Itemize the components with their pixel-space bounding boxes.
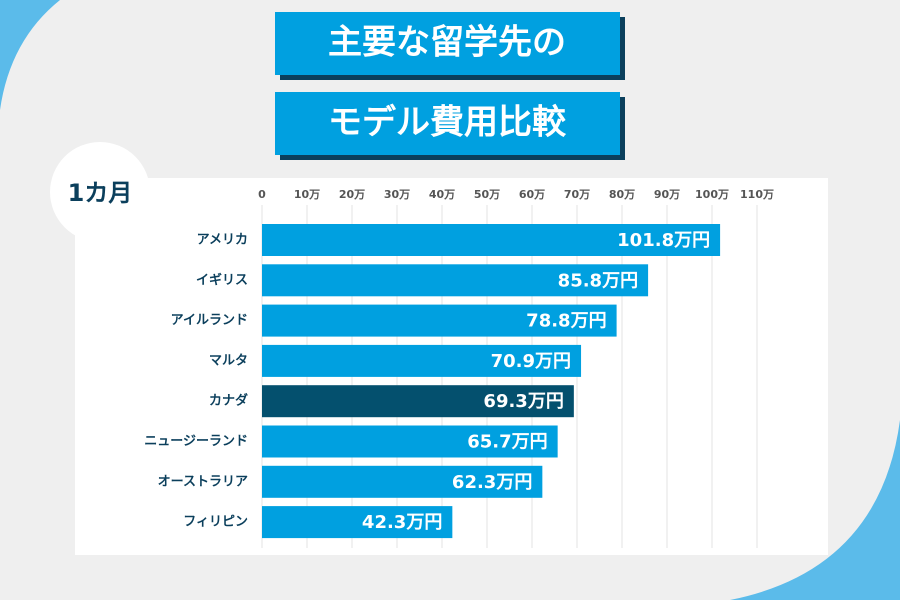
value-label: 62.3万円 — [452, 472, 532, 493]
x-tick-label: 80万 — [609, 188, 635, 201]
bar — [262, 385, 574, 418]
y-tick-label: マルタ — [209, 353, 248, 368]
bar — [262, 304, 617, 337]
y-tick-label: アイルランド — [171, 313, 248, 328]
bar — [262, 425, 558, 458]
y-tick-label: オーストラリア — [158, 474, 248, 489]
value-label: 42.3万円 — [362, 512, 442, 533]
x-tick-label: 10万 — [294, 188, 320, 201]
value-label: 65.7万円 — [467, 432, 547, 453]
value-label: 70.9万円 — [491, 351, 571, 372]
x-tick-label: 0 — [258, 188, 266, 201]
chart-subtitle: モデル費用比較 — [328, 103, 567, 143]
x-tick-label: 20万 — [339, 188, 365, 201]
y-tick-label: アメリカ — [197, 233, 248, 248]
bar — [262, 224, 721, 256]
y-tick-label: カナダ — [209, 393, 248, 409]
chart-title: 主要な留学先の — [328, 23, 566, 63]
value-label: 69.3万円 — [483, 391, 563, 412]
y-tick-label: ニュージーランド — [144, 434, 248, 449]
bar — [262, 506, 453, 539]
x-tick-label: 70万 — [564, 188, 590, 201]
bar — [262, 264, 649, 297]
x-tick-label: 40万 — [429, 188, 455, 201]
value-label: 78.8万円 — [526, 311, 606, 332]
x-tick-label: 110万 — [740, 188, 774, 201]
corner-decoration — [730, 420, 900, 600]
y-tick-label: フィリピン — [183, 515, 248, 530]
y-tick-label: イギリス — [196, 272, 248, 288]
x-tick-label: 50万 — [474, 188, 500, 201]
title-box — [275, 12, 620, 75]
x-tick-label: 100万 — [695, 188, 729, 201]
value-label: 85.8万円 — [558, 270, 638, 291]
x-tick-label: 60万 — [519, 188, 545, 201]
period-badge: 1カ月 — [68, 179, 133, 207]
subtitle-box — [275, 92, 620, 155]
x-tick-label: 30万 — [384, 188, 410, 201]
badge — [50, 142, 150, 242]
bar — [262, 465, 543, 498]
bar — [262, 344, 582, 377]
x-tick-label: 90万 — [654, 188, 680, 201]
corner-decoration — [0, 0, 60, 110]
value-label: 101.8万円 — [617, 230, 710, 251]
